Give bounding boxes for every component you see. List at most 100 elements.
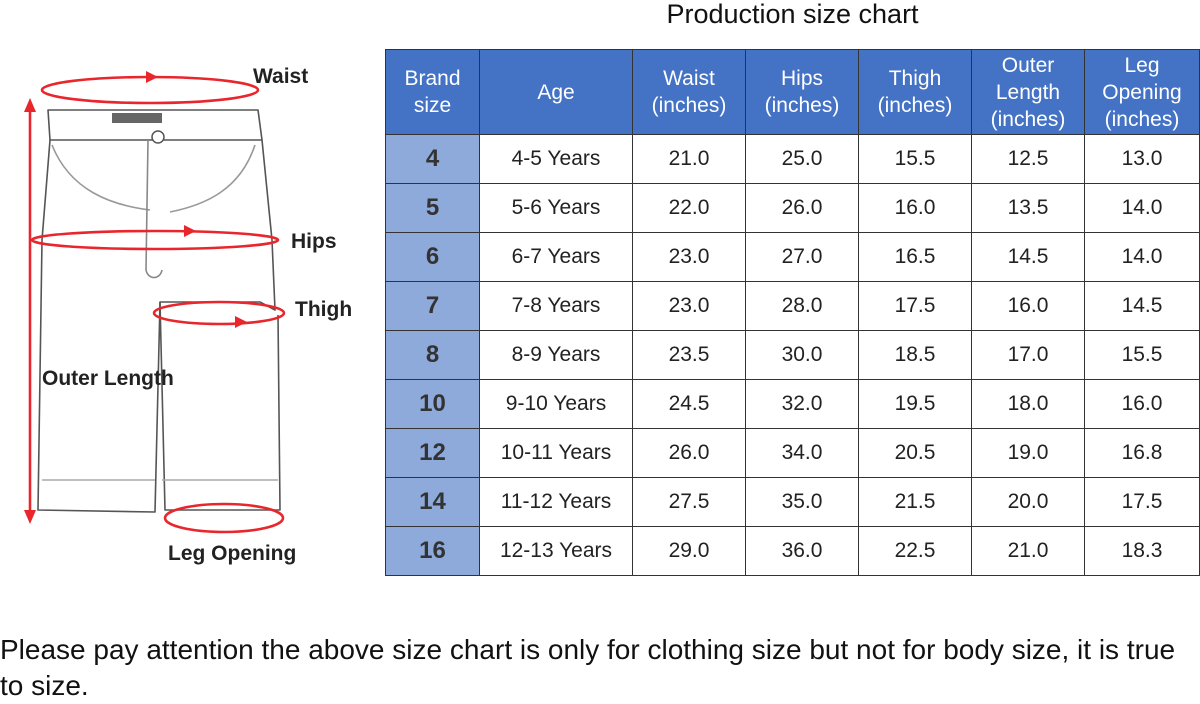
shorts-measurement-diagram: Waist Hips Thigh Outer Length Leg Openin… [0,40,380,600]
table-cell: 27.5 [632,477,746,527]
column-header-text: Thigh [888,67,942,90]
table-cell: 10-11 Years [479,428,633,478]
brand-size-cell: 4 [385,134,480,184]
table-row: 10 9-10 Years 24.5 32.0 19.5 18.0 16.0 [385,379,1200,429]
thigh-label: Thigh [295,298,353,321]
table-header-row: Brand size Age Waist (inches) Hips (inches) Thi… [385,49,1200,135]
column-header: Waist (inches) [632,49,746,135]
brand-tag [112,113,162,123]
table-cell: 21.5 [858,477,972,527]
brand-size-cell: 5 [385,183,480,233]
column-header-text: Opening [1102,80,1182,104]
table-cell: 29.0 [632,526,746,576]
table-cell: 14.5 [971,232,1085,282]
brand-size-cell: 16 [385,526,480,576]
table-cell: 12-13 Years [479,526,633,576]
column-header-text: (inches) [990,107,1066,131]
table-cell: 15.5 [1084,330,1200,380]
table-cell: 22.5 [858,526,972,576]
table-cell: 7-8 Years [479,281,633,331]
table-cell: 18.5 [858,330,972,380]
thigh-arrow [235,316,247,328]
button-icon [151,130,165,144]
table-cell: 23.5 [632,330,746,380]
table-cell: 13.5 [971,183,1085,233]
table-cell: 5-6 Years [479,183,633,233]
table-row: 4 4-5 Years 21.0 25.0 15.5 12.5 13.0 [385,134,1200,184]
column-header-text: Outer [1001,53,1055,77]
table-cell: 27.0 [745,232,859,282]
shorts-body-outline [37,139,276,513]
column-header-text: (inches) [877,94,953,117]
column-header-text: size [413,94,452,117]
table-row: 12 10-11 Years 26.0 34.0 20.5 19.0 16.8 [385,428,1200,478]
table-cell: 24.5 [632,379,746,429]
column-header-text: Age [537,80,575,104]
table-cell: 16.8 [1084,428,1200,478]
table-row: 6 6-7 Years 23.0 27.0 16.5 14.5 14.0 [385,232,1200,282]
waist-arrow [146,71,158,83]
table-cell: 16.0 [858,183,972,233]
table-cell: 26.0 [632,428,746,478]
table-cell: 17.0 [971,330,1085,380]
table-cell: 30.0 [745,330,859,380]
column-header-text: Leg [1124,53,1160,77]
leg-opening-measure-loop [163,502,285,534]
table-cell: 28.0 [745,281,859,331]
thigh-measure-loop [152,300,286,326]
column-header: Hips (inches) [745,49,859,135]
table-cell: 21.0 [971,526,1085,576]
hips-label: Hips [291,230,337,253]
table-row: 14 11-12 Years 27.5 35.0 21.5 20.0 17.5 [385,477,1200,527]
column-header-text: Length [995,80,1061,104]
brand-size-cell: 6 [385,232,480,282]
table-cell: 19.5 [858,379,972,429]
column-header-text: Waist [663,67,715,90]
table-cell: 25.0 [745,134,859,184]
outer-length-arrow-down [24,510,36,524]
table-cell: 16.0 [1084,379,1200,429]
table-cell: 26.0 [745,183,859,233]
table-cell: 35.0 [745,477,859,527]
table-cell: 21.0 [632,134,746,184]
leg-opening-label: Leg Opening [168,542,297,565]
table-cell: 17.5 [858,281,972,331]
table-cell: 18.0 [971,379,1085,429]
table-cell: 34.0 [745,428,859,478]
table-cell: 20.5 [858,428,972,478]
table-cell: 12.5 [971,134,1085,184]
waist-label: Waist [253,65,309,88]
table-row: 7 7-8 Years 23.0 28.0 17.5 16.0 14.5 [385,281,1200,331]
table-row: 8 8-9 Years 23.5 30.0 18.5 17.0 15.5 [385,330,1200,380]
table-cell: 8-9 Years [479,330,633,380]
column-header: Outer Length (inches) [971,49,1085,135]
table-cell: 13.0 [1084,134,1200,184]
table-cell: 9-10 Years [479,379,633,429]
table-cell: 22.0 [632,183,746,233]
table-body: 4 4-5 Years 21.0 25.0 15.5 12.5 13.0 5 5-6 Years… [385,134,1200,576]
size-chart-table: Brand size Age Waist (inches) Hips (inches) Thi… [385,49,1200,576]
table-cell: 14.0 [1084,232,1200,282]
table-cell: 4-5 Years [479,134,633,184]
column-header-text: (inches) [1104,107,1180,131]
table-row: 5 5-6 Years 22.0 26.0 16.0 13.5 14.0 [385,183,1200,233]
table-cell: 16.0 [971,281,1085,331]
table-cell: 20.0 [971,477,1085,527]
brand-size-cell: 12 [385,428,480,478]
column-header-text: Hips [780,67,823,90]
column-header-text: Brand [404,67,461,90]
size-note: Please pay attention the above size char… [0,634,1176,701]
column-header-text: (inches) [764,94,840,117]
table-cell: 14.5 [1084,281,1200,331]
column-header: Age [479,49,633,135]
brand-size-cell: 14 [385,477,480,527]
outer-length-arrow-up [24,98,36,112]
outer-length-label: Outer Length [42,367,174,390]
table-cell: 6-7 Years [479,232,633,282]
table-cell: 19.0 [971,428,1085,478]
table-row: 16 12-13 Years 29.0 36.0 22.5 21.0 18.3 [385,526,1200,576]
brand-size-cell: 10 [385,379,480,429]
brand-size-cell: 7 [385,281,480,331]
table-cell: 11-12 Years [479,477,633,527]
page-title: Production size chart [666,0,919,29]
